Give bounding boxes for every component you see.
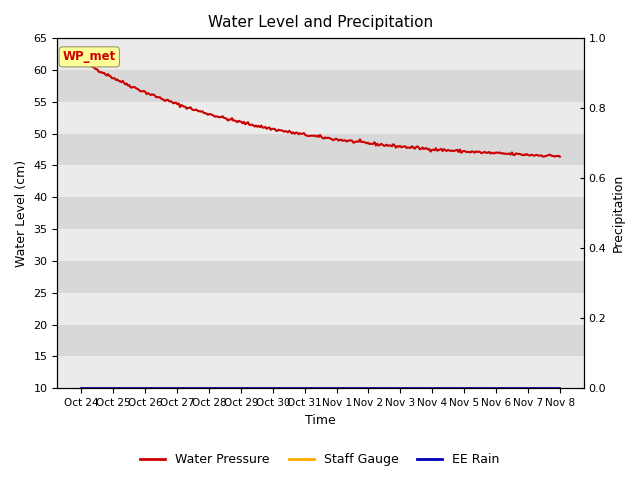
Y-axis label: Precipitation: Precipitation: [612, 174, 625, 252]
Title: Water Level and Precipitation: Water Level and Precipitation: [208, 15, 433, 30]
Bar: [58, 357, 584, 388]
Legend: Water Pressure, Staff Gauge, EE Rain: Water Pressure, Staff Gauge, EE Rain: [136, 448, 504, 471]
Bar: [58, 293, 584, 324]
Bar: [58, 261, 584, 293]
Bar: [58, 38, 584, 70]
Y-axis label: Water Level (cm): Water Level (cm): [15, 160, 28, 267]
Text: WP_met: WP_met: [63, 50, 116, 63]
Bar: [58, 229, 584, 261]
Bar: [58, 166, 584, 197]
Bar: [58, 324, 584, 357]
X-axis label: Time: Time: [305, 414, 336, 427]
Bar: [58, 197, 584, 229]
Bar: [58, 133, 584, 166]
Bar: [58, 102, 584, 133]
Bar: [58, 70, 584, 102]
